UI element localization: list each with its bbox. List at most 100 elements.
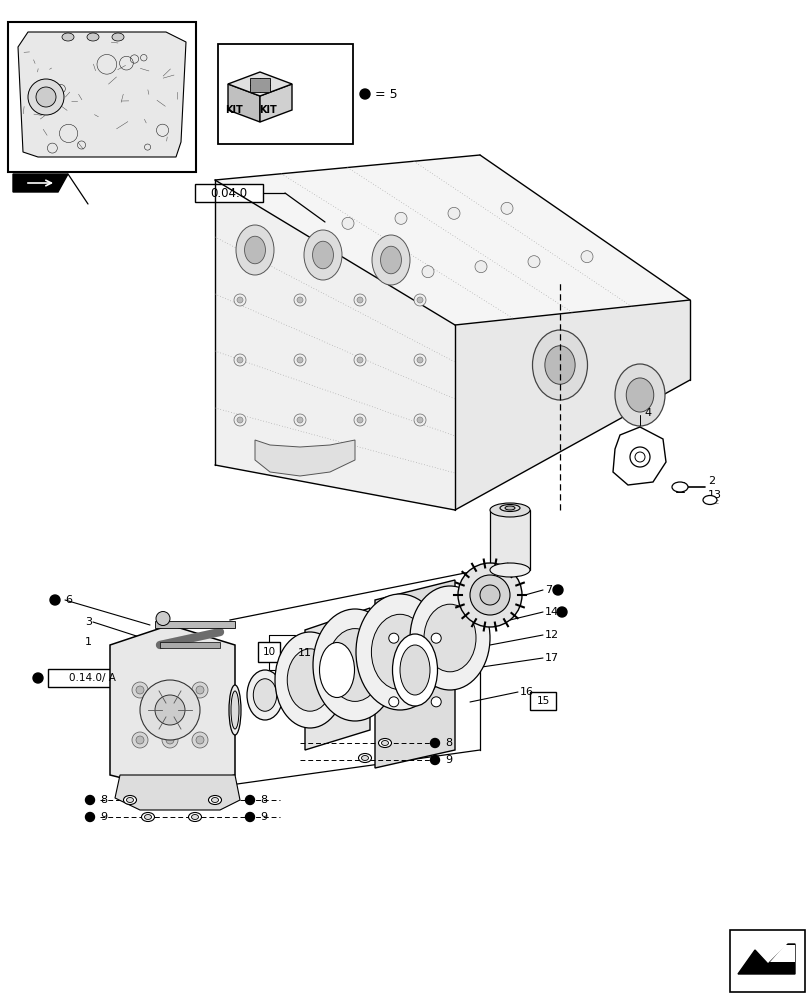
Circle shape: [195, 686, 204, 694]
Ellipse shape: [112, 33, 124, 41]
Text: 8: 8: [100, 795, 107, 805]
Circle shape: [417, 417, 423, 423]
Circle shape: [245, 812, 254, 821]
Ellipse shape: [504, 506, 514, 510]
Circle shape: [36, 87, 56, 107]
Text: 9: 9: [260, 812, 267, 822]
Circle shape: [165, 686, 174, 694]
Circle shape: [132, 682, 148, 698]
Ellipse shape: [319, 642, 354, 698]
Bar: [250, 78, 270, 92]
Circle shape: [359, 89, 370, 99]
Circle shape: [162, 682, 178, 698]
Ellipse shape: [489, 503, 530, 517]
Circle shape: [237, 417, 242, 423]
Text: 15: 15: [536, 696, 549, 706]
Ellipse shape: [230, 691, 238, 729]
Text: 16: 16: [519, 687, 534, 697]
Circle shape: [388, 633, 398, 643]
Polygon shape: [215, 155, 689, 325]
Circle shape: [457, 563, 521, 627]
Bar: [258, 642, 280, 662]
Circle shape: [294, 354, 306, 366]
Text: 9: 9: [444, 755, 452, 765]
Circle shape: [417, 357, 423, 363]
Ellipse shape: [287, 649, 333, 711]
Ellipse shape: [328, 629, 382, 701]
Bar: [729, 930, 804, 992]
Text: 0.04.0: 0.04.0: [210, 187, 247, 200]
Circle shape: [470, 575, 509, 615]
Circle shape: [430, 756, 439, 764]
Ellipse shape: [62, 33, 74, 41]
Text: 12: 12: [544, 630, 559, 640]
Text: 0.14.0/ A: 0.14.0/ A: [68, 673, 115, 683]
Circle shape: [155, 695, 185, 725]
Circle shape: [388, 697, 398, 707]
Text: 8: 8: [444, 738, 452, 748]
Circle shape: [357, 417, 363, 423]
Text: 13: 13: [707, 490, 721, 500]
Ellipse shape: [229, 685, 241, 735]
Polygon shape: [228, 72, 292, 96]
Polygon shape: [215, 180, 454, 510]
Ellipse shape: [625, 378, 653, 412]
Circle shape: [552, 585, 562, 595]
Text: 9: 9: [100, 812, 107, 822]
Circle shape: [162, 732, 178, 748]
Circle shape: [394, 212, 406, 224]
Text: 2: 2: [707, 476, 714, 486]
Circle shape: [156, 611, 169, 626]
Ellipse shape: [392, 634, 437, 706]
Circle shape: [33, 673, 43, 683]
Ellipse shape: [191, 814, 198, 819]
Circle shape: [354, 294, 366, 306]
Circle shape: [431, 697, 440, 707]
Circle shape: [354, 354, 366, 366]
Circle shape: [341, 217, 354, 229]
Ellipse shape: [236, 225, 273, 275]
Circle shape: [430, 738, 439, 747]
Text: 17: 17: [544, 653, 559, 663]
Text: KIT: KIT: [225, 105, 242, 115]
Ellipse shape: [378, 738, 391, 747]
Circle shape: [294, 414, 306, 426]
Circle shape: [297, 417, 303, 423]
Text: KIT: KIT: [259, 105, 277, 115]
Bar: [48, 669, 135, 687]
Ellipse shape: [123, 795, 136, 804]
Circle shape: [50, 595, 60, 605]
Circle shape: [191, 682, 208, 698]
Polygon shape: [489, 510, 530, 570]
Circle shape: [297, 357, 303, 363]
Bar: [155, 621, 234, 628]
Ellipse shape: [532, 330, 587, 400]
Ellipse shape: [400, 645, 430, 695]
Polygon shape: [260, 84, 292, 122]
Circle shape: [139, 680, 200, 740]
Polygon shape: [18, 32, 186, 157]
Circle shape: [414, 414, 426, 426]
Ellipse shape: [188, 812, 201, 821]
Polygon shape: [228, 84, 260, 122]
Polygon shape: [109, 625, 234, 790]
Polygon shape: [375, 580, 454, 768]
Ellipse shape: [87, 33, 99, 41]
Bar: [8, 22, 195, 172]
Circle shape: [556, 607, 566, 617]
Circle shape: [191, 732, 208, 748]
Circle shape: [28, 79, 64, 115]
Ellipse shape: [489, 563, 530, 577]
Text: 6: 6: [65, 595, 72, 605]
Bar: [530, 692, 556, 710]
Polygon shape: [612, 427, 665, 485]
Ellipse shape: [380, 246, 401, 274]
Ellipse shape: [312, 609, 397, 721]
Polygon shape: [769, 945, 794, 962]
Bar: [217, 44, 353, 144]
Ellipse shape: [141, 812, 154, 821]
Text: 4: 4: [643, 408, 650, 418]
Circle shape: [297, 297, 303, 303]
Text: = 5: = 5: [375, 88, 397, 101]
Ellipse shape: [381, 740, 388, 745]
